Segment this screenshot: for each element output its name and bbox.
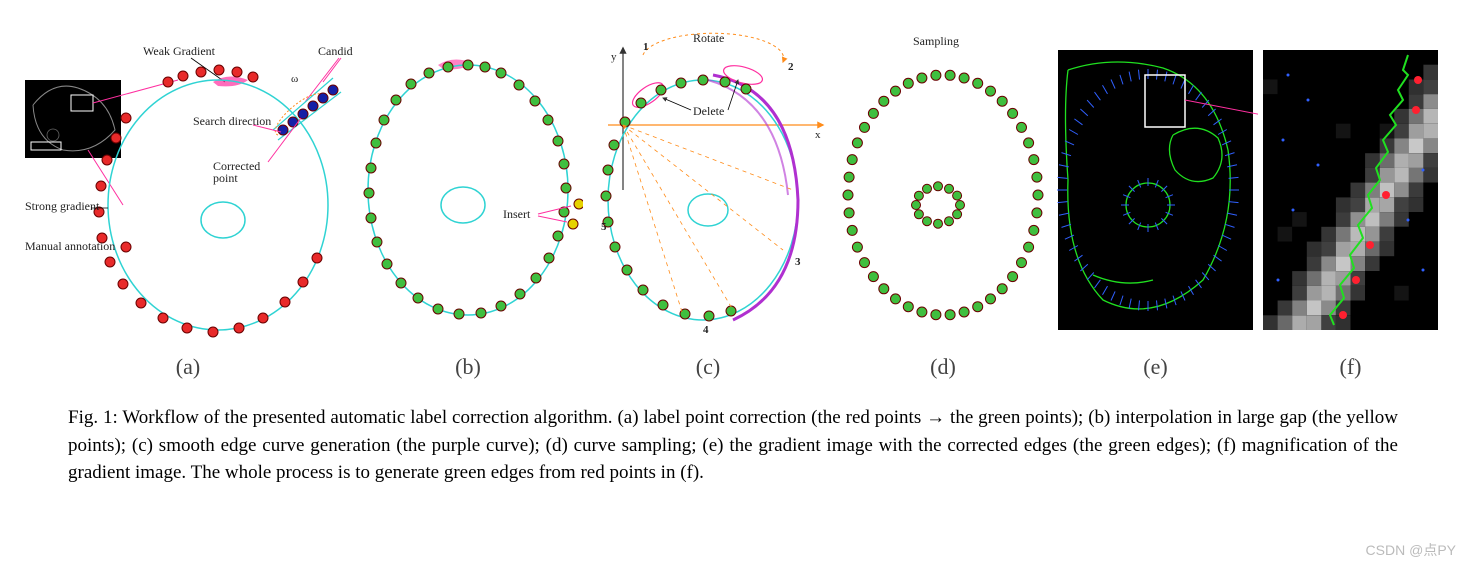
label-rotate: Rotate (693, 31, 724, 45)
label-weak-gradient: Weak Gradient (143, 44, 216, 58)
panel-e-label: (e) (1143, 354, 1167, 380)
panel-b: Insert (b) (353, 20, 583, 380)
panel-c-label: (c) (696, 354, 720, 380)
panel-e-svg (1053, 20, 1258, 350)
panel-a-label: (a) (176, 354, 200, 380)
marker-3: 3 (795, 256, 801, 268)
figure-caption: Fig. 1: Workflow of the presented automa… (68, 404, 1398, 487)
panel-d-label: (d) (930, 354, 956, 380)
y-axis-label: y (611, 51, 617, 63)
pixel-blocks (1263, 50, 1438, 330)
grad-image-bg (1058, 50, 1253, 330)
marker-4: 4 (703, 324, 709, 336)
label-delete: Delete (693, 104, 724, 118)
marker-2: 2 (788, 61, 794, 73)
red-dots-a (94, 65, 322, 337)
label-sampling: Sampling (913, 34, 959, 48)
label-strong-gradient: Strong gradient (25, 199, 100, 213)
nucleus-b (441, 187, 485, 223)
label-omega: ω (291, 73, 298, 85)
green-dots-d-outer (843, 70, 1043, 319)
label-insert: Insert (503, 207, 531, 221)
nucleus-c (688, 194, 728, 226)
panel-c: Rotate y x Delete (583, 20, 833, 380)
panel-a-svg: Weak Gradient Candidate ω (23, 20, 353, 350)
green-dots-d-inner (912, 182, 965, 228)
green-dots-b (364, 60, 571, 319)
panel-a: Weak Gradient Candidate ω (23, 20, 353, 380)
panel-d: Sampling (d) (833, 20, 1053, 380)
panel-f: (f) (1258, 20, 1443, 380)
purple-curve (713, 75, 798, 320)
panel-d-svg: Sampling (833, 20, 1053, 350)
panel-c-svg: Rotate y x Delete (583, 20, 833, 350)
yellow-dot-1 (574, 199, 583, 209)
dashed-connections (623, 125, 793, 315)
label-manual-annotation: Manual annotation (25, 239, 115, 253)
panel-f-svg (1258, 20, 1443, 350)
panel-b-svg: Insert (353, 20, 583, 350)
candidate-group: ω (273, 73, 341, 140)
label-corrected-point: Correctedpoint (213, 159, 260, 185)
panel-f-label: (f) (1340, 354, 1362, 380)
panel-e: (e) (1053, 20, 1258, 380)
marker-1: 1 (643, 41, 649, 53)
x-axis-label: x (815, 129, 821, 141)
yellow-dot-2 (568, 219, 578, 229)
watermark: CSDN @点PY (1366, 540, 1456, 560)
figure-row: Weak Gradient Candidate ω (20, 20, 1446, 380)
label-search-dir: Search direction (193, 114, 271, 128)
label-candidate: Candidate (318, 44, 353, 58)
marker-5: 5 (601, 221, 607, 233)
panel-b-label: (b) (455, 354, 481, 380)
nucleus-a (201, 202, 245, 238)
